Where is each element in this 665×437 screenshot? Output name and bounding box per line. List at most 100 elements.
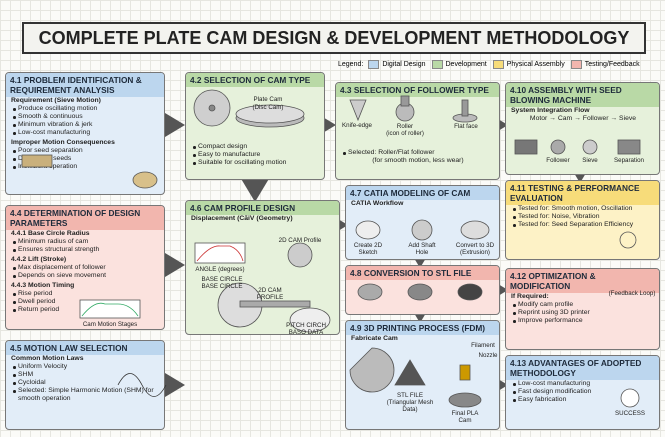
section-title: 4.4 DETERMINATION OF DESIGN PARAMETERS: [6, 206, 164, 230]
section-body: Low-cost manufacturingFast design modifi…: [511, 380, 655, 404]
section-box: 4.11 TESTING & PERFORMANCE EVALUATIONTes…: [505, 180, 660, 260]
section-title: 4.8 CONVERSION TO STL FILE: [346, 266, 499, 280]
bullet: Uniform Velocity: [11, 363, 160, 371]
section-body: Selected: Roller/Flat follower(for smoot…: [341, 149, 495, 165]
figure-label: BASE CIRCLE: [197, 283, 247, 290]
bullet: Rise period: [11, 290, 160, 298]
bullet: Produce oscillating motion: [11, 105, 160, 113]
figure-label: Roller: [385, 123, 425, 130]
bullet: Fast design modification: [511, 388, 655, 396]
bullet: Max displacement of follower: [11, 264, 160, 272]
figure-label: (Disc Cam): [238, 104, 298, 111]
bullet: Tested for: Seed Separation Efficiency: [511, 221, 655, 229]
section-title: 4.10 ASSEMBLY WITH SEED BLOWING MACHINE: [506, 83, 659, 107]
legend-swatch: [368, 60, 379, 69]
bullet: Selected: Roller/Flat follower: [341, 149, 495, 157]
bullet: Reprint using 3D printer: [511, 309, 655, 317]
bullet: Cycloidal: [11, 379, 160, 387]
section-title: 4.6 CAM PROFILE DESIGN: [186, 201, 339, 215]
block-heading: Requirement (Sieve Motion): [11, 97, 160, 105]
bullet: Compact design: [191, 143, 320, 151]
figure-label: 2D CAM Profile: [275, 237, 325, 244]
bullet: Low-cost manufacturing: [11, 129, 160, 137]
figure-label: Filament: [468, 342, 498, 349]
figure-label: Flat face: [446, 123, 486, 130]
figure-label: (Triangular Mesh Data): [380, 399, 440, 413]
block-heading: 4.4.2 Lift (Stroke): [11, 256, 160, 264]
figure-label: Cam Motion Stages: [80, 321, 140, 328]
block-heading: Displacement (CãiV (Geometry): [191, 215, 335, 223]
block-heading: Improper Motion Consequences: [11, 139, 160, 147]
section-body: Displacement (CãiV (Geometry): [191, 215, 335, 223]
figure-label: Final PLA Cam: [445, 410, 485, 424]
figure-label: SUCCESS: [610, 410, 650, 417]
section-title: 4.5 MOTION LAW SELECTION: [6, 341, 164, 355]
bullet: Selected: Simple Harmonic Motion (SHM) f…: [11, 387, 160, 403]
legend-item: Testing/Feedback: [571, 60, 640, 69]
block-heading: Common Motion Laws: [11, 355, 160, 363]
figure-label: BASE CIRCLE: [197, 276, 247, 283]
bullet: Easy to manufacture: [191, 151, 320, 159]
bullet: Improve performance: [511, 317, 655, 325]
legend-text: Digital Design: [382, 61, 425, 68]
section-title: 4.2 SELECTION OF CAM TYPE: [186, 73, 324, 87]
block-heading: CATIA Workflow: [351, 200, 495, 208]
bullet: Damage to seeds: [11, 155, 160, 163]
figure-label: (Feedback Loop): [607, 290, 657, 297]
block-note: Motor → Cam → Follower → Sieve: [511, 115, 655, 123]
figure-label: Sieve: [570, 157, 610, 164]
figure-label: Convert to 3D (Extrusion): [453, 242, 497, 256]
bullet: Low-cost manufacturing: [511, 380, 655, 388]
bullet: Depends on sieve movement: [11, 272, 160, 280]
figure-label: Nozzle: [473, 352, 503, 359]
section-body: CATIA Workflow: [351, 200, 495, 208]
legend-text: Development: [446, 61, 487, 68]
figure-label: BASO DATA: [286, 329, 326, 336]
figure-label: 2D CAM PROFILE: [250, 287, 290, 301]
bullet: Minimum vibration & jerk: [11, 121, 160, 129]
bullet: Ensures structural strength: [11, 246, 160, 254]
bullet: Smooth & continuous: [11, 113, 160, 121]
section-title: 4.7 CATIA MODELING OF CAM: [346, 186, 499, 200]
section-body: Requirement (Sieve Motion)Produce oscill…: [11, 97, 160, 171]
section-title: 4.1 PROBLEM IDENTIFICATION & REQUIREMENT…: [6, 73, 164, 97]
block-note: (for smooth motion, less wear): [341, 157, 495, 165]
figure-label: Add Shaft Hole: [402, 242, 442, 256]
figure-label: ANGLE (degrees): [195, 266, 245, 273]
block-heading: 4.4.1 Base Circle Radius: [11, 230, 160, 238]
block-heading: System Integration Flow: [511, 107, 655, 115]
figure-label: PITCH CIRCH: [286, 322, 326, 329]
legend-label: Legend:: [338, 61, 363, 68]
bullet: Suitable for oscillating motion: [191, 159, 320, 167]
legend-swatch: [432, 60, 443, 69]
figure-label: Create 2D Sketch: [348, 242, 388, 256]
section-box: 4.1 PROBLEM IDENTIFICATION & REQUIREMENT…: [5, 72, 165, 195]
section-box: 4.8 CONVERSION TO STL FILE: [345, 265, 500, 315]
figure-label: Plate Cam: [238, 96, 298, 103]
bullet: Easy fabrication: [511, 396, 655, 404]
legend-swatch: [493, 60, 504, 69]
legend-item: Development: [432, 60, 487, 69]
figure-label: STL FILE: [390, 392, 430, 399]
bullet: Dwell period: [11, 298, 160, 306]
legend-item: Physical Assembly: [493, 60, 565, 69]
figure-label: Knife-edge: [337, 122, 377, 129]
page: COMPLETE PLATE CAM DESIGN & DEVELOPMENT …: [0, 0, 665, 437]
legend-swatch: [571, 60, 582, 69]
bullet: Return period: [11, 306, 160, 314]
legend-text: Testing/Feedback: [585, 61, 640, 68]
bullet: SHM: [11, 371, 160, 379]
block-heading: 4.4.3 Motion Timing: [11, 282, 160, 290]
bullet: Modify cam profile: [511, 301, 655, 309]
legend: Legend: Digital Design Development Physical…: [338, 60, 646, 69]
bullet: Poor seed separation: [11, 147, 160, 155]
